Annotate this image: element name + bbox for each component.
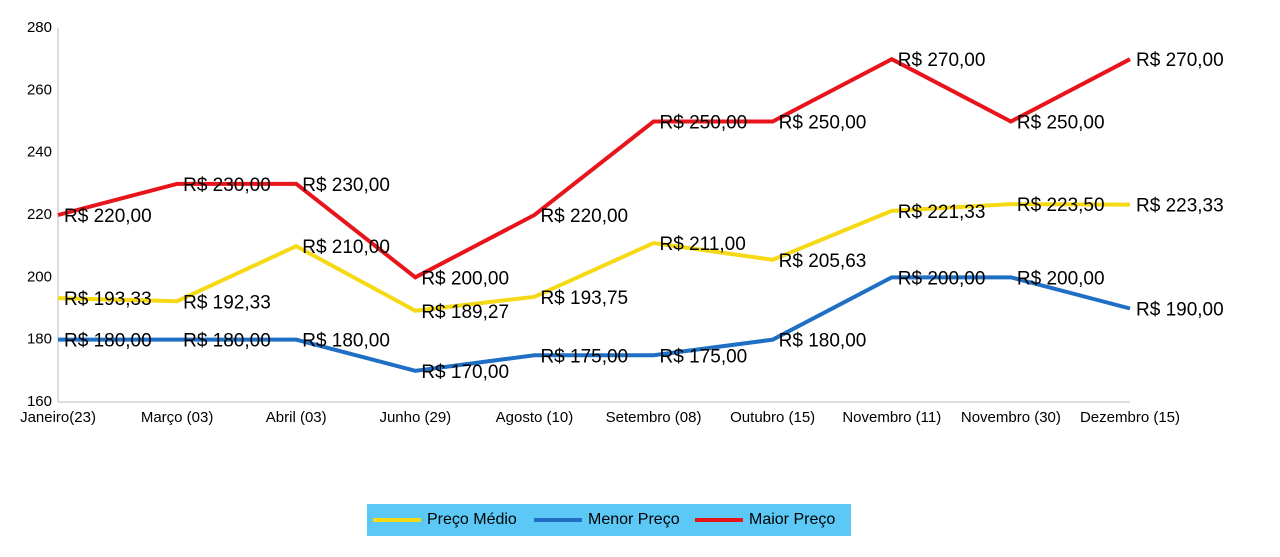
x-tick-label: Agosto (10) [496, 409, 574, 426]
value-label: R$ 180,00 [64, 331, 152, 352]
value-label: R$ 189,27 [421, 302, 509, 323]
y-tick-label: 260 [27, 81, 52, 98]
series-line [58, 275, 1131, 373]
value-label: R$ 205,63 [779, 251, 867, 272]
x-tick-label: Dezembro (15) [1080, 409, 1180, 426]
value-label: R$ 250,00 [1017, 113, 1105, 134]
series-line [57, 56, 1131, 280]
value-label: R$ 220,00 [540, 206, 628, 227]
value-label: R$ 221,33 [898, 202, 986, 223]
value-label: R$ 220,00 [64, 206, 152, 227]
value-label: R$ 200,00 [421, 268, 509, 289]
value-label: R$ 270,00 [898, 50, 986, 71]
legend-label: Menor Preço [588, 511, 680, 528]
value-label: R$ 250,00 [660, 113, 748, 134]
value-label: R$ 223,50 [1017, 195, 1105, 216]
value-label: R$ 223,33 [1136, 196, 1224, 217]
value-label: R$ 200,00 [1017, 268, 1105, 289]
value-label: R$ 170,00 [421, 362, 509, 383]
y-tick-label: 160 [27, 393, 52, 410]
value-label: R$ 190,00 [1136, 300, 1224, 321]
value-label: R$ 180,00 [779, 331, 867, 352]
value-label: R$ 270,00 [1136, 50, 1224, 71]
y-tick-label: 220 [27, 206, 52, 223]
legend-label: Preço Médio [427, 511, 517, 528]
value-label: R$ 180,00 [302, 331, 390, 352]
value-label: R$ 210,00 [302, 237, 390, 258]
legend-box [367, 504, 851, 536]
series-line [57, 202, 1131, 313]
x-tick-label: Janeiro(23) [20, 409, 96, 426]
y-tick-label: 280 [27, 19, 52, 36]
x-tick-label: Abril (03) [266, 409, 327, 426]
value-label: R$ 230,00 [183, 175, 271, 196]
x-tick-label: Setembro (08) [606, 409, 702, 426]
x-tick-label: Outubro (15) [730, 409, 815, 426]
value-label: R$ 211,00 [660, 234, 746, 255]
value-label: R$ 175,00 [540, 346, 628, 367]
x-tick-label: Junho (29) [379, 409, 451, 426]
x-tick-label: Novembro (11) [842, 409, 941, 426]
y-tick-label: 200 [27, 268, 52, 285]
value-label: R$ 193,33 [64, 289, 152, 310]
y-tick-label: 240 [27, 144, 52, 161]
value-label: R$ 193,75 [540, 288, 628, 309]
x-tick-label: Março (03) [141, 409, 214, 426]
y-tick-label: 180 [27, 331, 52, 348]
legend-label: Maior Preço [749, 511, 835, 528]
value-label: R$ 192,33 [183, 292, 271, 313]
value-label: R$ 230,00 [302, 175, 390, 196]
value-label: R$ 250,00 [779, 113, 867, 134]
value-label: R$ 180,00 [183, 331, 271, 352]
value-label: R$ 200,00 [898, 268, 986, 289]
value-label: R$ 175,00 [660, 346, 748, 367]
x-tick-label: Novembro (30) [961, 409, 1061, 426]
